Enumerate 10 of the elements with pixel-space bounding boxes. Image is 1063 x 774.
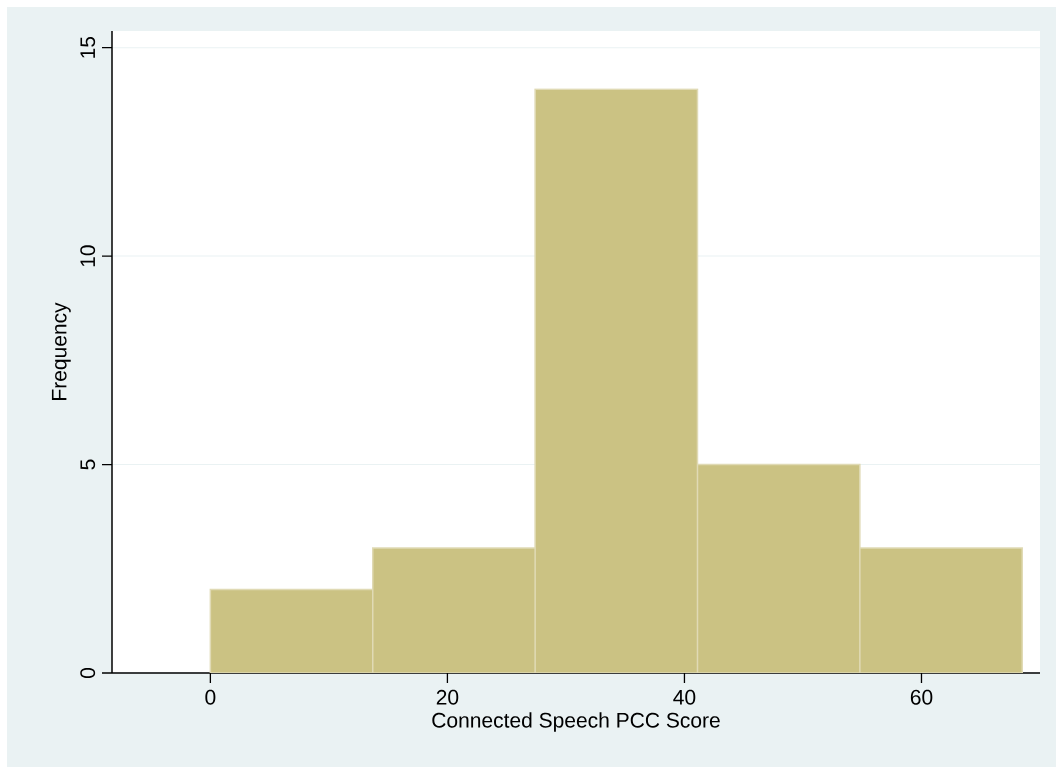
- x-tick-label: 40: [673, 689, 696, 705]
- x-tick-label: 60: [910, 689, 933, 705]
- y-tick-label: 15: [80, 36, 96, 58]
- y-tick-label: 10: [80, 245, 96, 267]
- y-tick-label: 5: [80, 459, 96, 470]
- y-axis-title: Frequency: [51, 302, 71, 400]
- x-tick-label: 0: [205, 689, 216, 705]
- x-axis-title: Connected Speech PCC Score: [432, 712, 720, 732]
- x-tick-label: 20: [436, 689, 459, 705]
- y-tick-label: 0: [80, 667, 96, 679]
